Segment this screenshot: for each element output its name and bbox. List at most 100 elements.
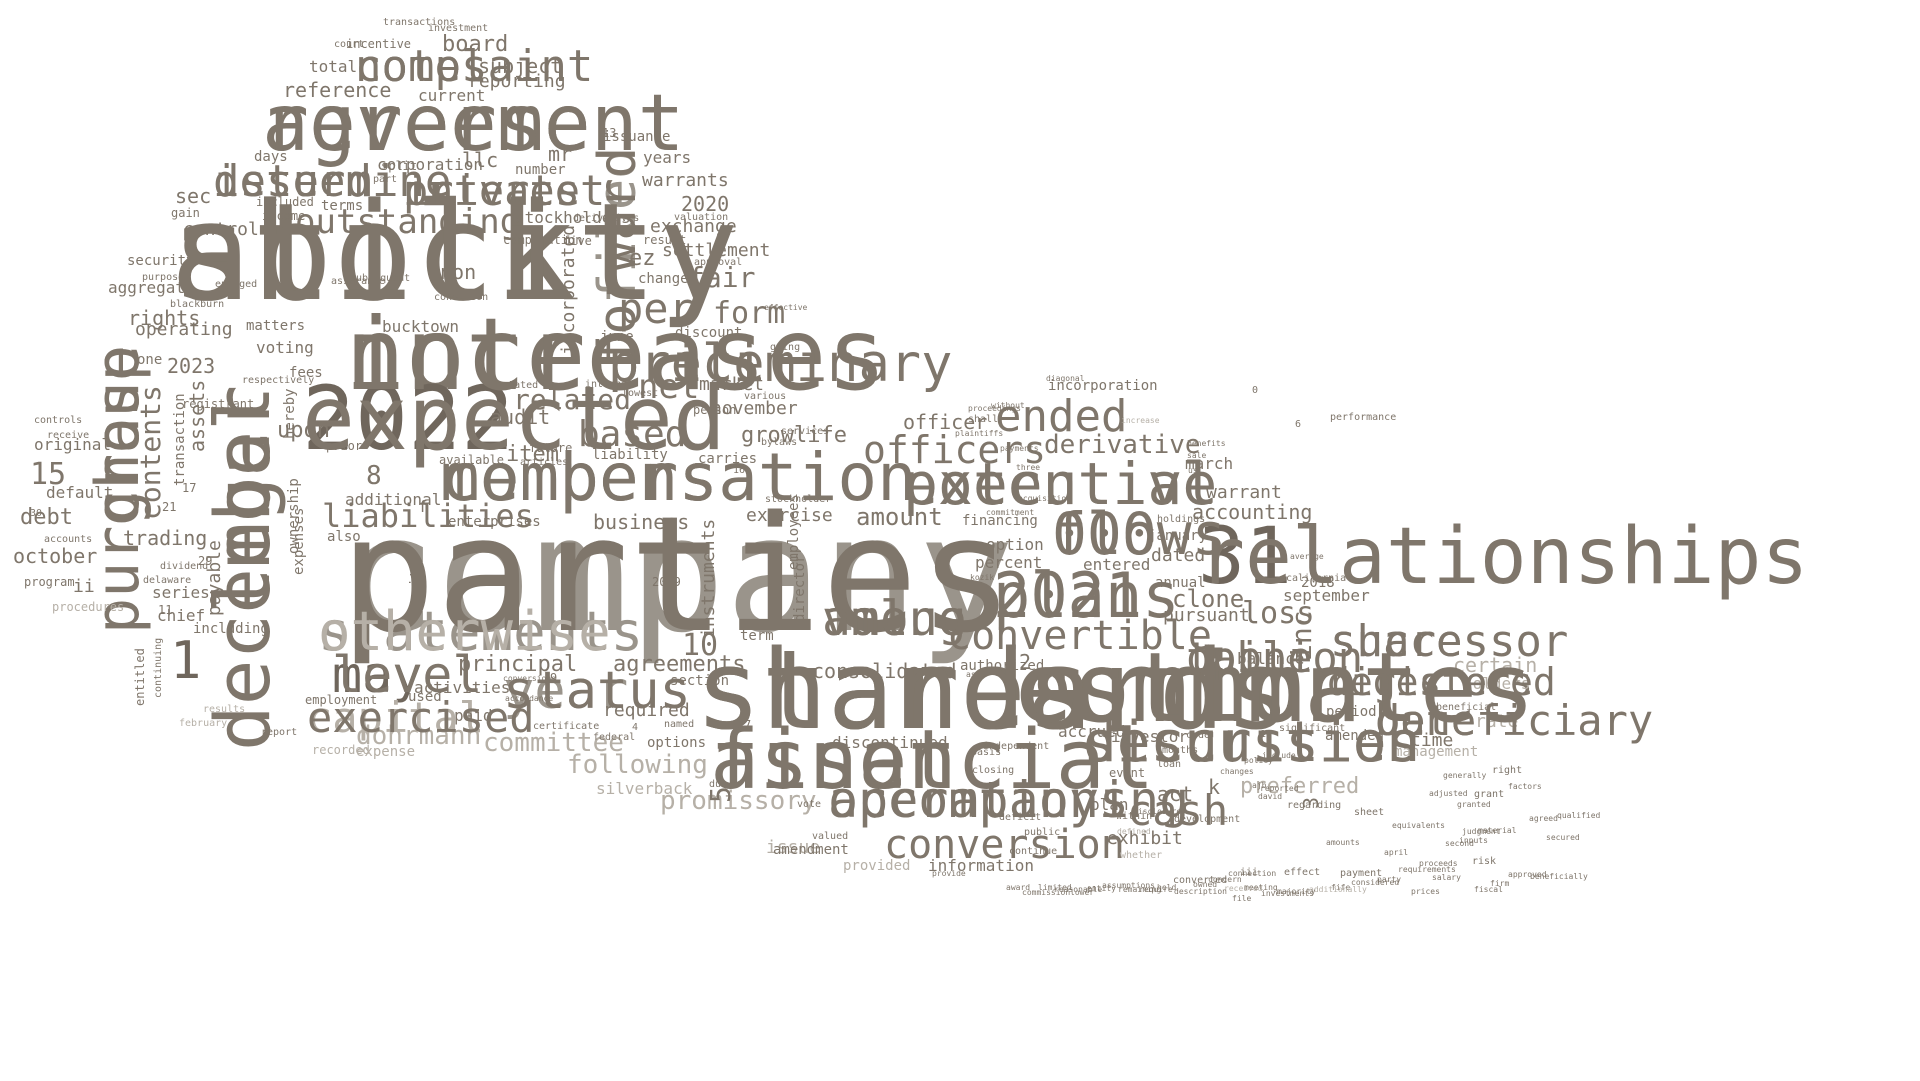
cloud-word: development bbox=[1174, 814, 1241, 825]
cloud-word: including bbox=[193, 621, 269, 637]
cloud-word: us bbox=[1188, 466, 1198, 475]
cloud-word: 15 bbox=[30, 457, 67, 492]
cloud-word: agreements bbox=[613, 652, 746, 677]
cloud-word: conversions bbox=[503, 674, 556, 683]
cloud-word: commission bbox=[1022, 888, 1071, 897]
cloud-word: 30 bbox=[30, 508, 43, 519]
cloud-word: 2022 bbox=[302, 367, 514, 470]
cloud-word: number bbox=[515, 162, 566, 178]
cloud-word: discount bbox=[675, 325, 743, 341]
cloud-word: determine bbox=[213, 156, 452, 207]
cloud-word: clone bbox=[1172, 585, 1245, 613]
cloud-word: status bbox=[503, 661, 691, 721]
cloud-word: ended bbox=[995, 391, 1128, 442]
cloud-word: purposes bbox=[142, 272, 191, 283]
cloud-word: code bbox=[1186, 730, 1211, 741]
cloud-word: warrant bbox=[1206, 482, 1282, 503]
cloud-word: acquisition bbox=[1018, 494, 1071, 503]
cloud-word: condition bbox=[434, 292, 489, 303]
cloud-word: officer bbox=[903, 410, 988, 434]
cloud-word: incorporation bbox=[1048, 378, 1158, 394]
cloud-word: plans bbox=[993, 559, 1180, 632]
cloud-word: rights bbox=[128, 306, 201, 330]
cloud-word: whether bbox=[1120, 850, 1163, 861]
cloud-word: accrued bbox=[1058, 722, 1126, 741]
cloud-word: blackburn bbox=[170, 299, 225, 310]
cloud-word: activities bbox=[414, 678, 511, 697]
cloud-word: loan bbox=[1157, 759, 1182, 770]
cloud-word: remaining bbox=[1118, 885, 1162, 894]
cloud-word: increases bbox=[345, 296, 887, 413]
cloud-word: 4 bbox=[632, 722, 639, 733]
cloud-word: court bbox=[334, 39, 365, 50]
cloud-word: item bbox=[506, 442, 559, 467]
cloud-word: registered bbox=[1327, 660, 1556, 704]
cloud-word: shares bbox=[695, 626, 1093, 754]
cloud-word: compensation bbox=[440, 439, 917, 516]
cloud-word: accounts bbox=[44, 534, 93, 545]
cloud-word: voting bbox=[256, 338, 314, 357]
cloud-word: continue bbox=[1009, 846, 1058, 857]
cloud-word: bucktown bbox=[382, 317, 460, 336]
cloud-word: closing bbox=[972, 765, 1015, 776]
cloud-word: additionally bbox=[1309, 885, 1367, 894]
cloud-word: k bbox=[1208, 775, 1221, 799]
cloud-word: exhibit bbox=[1107, 828, 1183, 849]
cloud-word: convertible bbox=[947, 613, 1212, 659]
cloud-word: event bbox=[1109, 766, 1146, 780]
cloud-word: debt bbox=[20, 505, 73, 530]
cloud-word: person bbox=[693, 403, 737, 417]
cloud-word: successor bbox=[1330, 616, 1569, 667]
cloud-word: results bbox=[203, 704, 246, 715]
cloud-word: fiscal bbox=[1474, 885, 1503, 894]
cloud-word: internal bbox=[585, 379, 634, 390]
cloud-word: warrants bbox=[642, 170, 729, 191]
cloud-word: preferred bbox=[1240, 774, 1360, 799]
cloud-word: board bbox=[442, 32, 509, 57]
cloud-word: lower bbox=[1070, 888, 1095, 897]
cloud-word: months bbox=[1162, 745, 1199, 756]
cloud-word: investment bbox=[428, 23, 489, 34]
cloud-word: result bbox=[643, 233, 687, 247]
cloud-word: operating bbox=[135, 319, 233, 340]
cloud-word: growlife bbox=[741, 423, 847, 448]
cloud-word: loss bbox=[1242, 596, 1315, 631]
cloud-word: issue bbox=[766, 837, 821, 858]
cloud-word: june bbox=[600, 329, 634, 345]
cloud-word: investments bbox=[1261, 889, 1314, 898]
cloud-word: ez bbox=[629, 246, 656, 271]
cloud-word: employment bbox=[305, 693, 378, 707]
cloud-word: securities bbox=[1083, 710, 1421, 775]
cloud-word: 7 bbox=[744, 718, 752, 732]
cloud-word: kozik bbox=[970, 573, 995, 582]
cloud-word: principal bbox=[458, 652, 578, 677]
cloud-word: inputs bbox=[1459, 836, 1488, 845]
cloud-word: control bbox=[183, 219, 259, 240]
cloud-word: required bbox=[603, 700, 690, 721]
cloud-word: original bbox=[34, 435, 112, 454]
cloud-word: adjusted bbox=[1429, 789, 1468, 798]
cloud-word: consolidated bbox=[812, 659, 957, 683]
cloud-word: right bbox=[1492, 765, 1523, 776]
cloud-word: financing bbox=[962, 513, 1038, 529]
cloud-word: net bbox=[638, 367, 700, 407]
cloud-word: series bbox=[152, 583, 210, 602]
cloud-word: sec bbox=[175, 184, 212, 208]
cloud-word: 31 bbox=[1198, 512, 1292, 602]
cloud-word: valuation bbox=[674, 212, 729, 223]
cloud-word: 11 bbox=[158, 603, 173, 617]
cloud-word: articles bbox=[520, 457, 569, 468]
cloud-word: additional bbox=[345, 490, 442, 509]
cloud-word: fair bbox=[688, 261, 756, 294]
cloud-word: bylaws bbox=[761, 437, 798, 448]
cloud-word: qualified bbox=[1557, 811, 1601, 820]
cloud-word: authorized bbox=[960, 658, 1045, 674]
cloud-word: available bbox=[439, 453, 505, 467]
cloud-word: following bbox=[567, 750, 708, 780]
cloud-word: concern bbox=[1208, 875, 1242, 884]
cloud-word: commitment bbox=[986, 508, 1035, 517]
cloud-word: limited bbox=[1038, 883, 1072, 892]
cloud-word: options bbox=[647, 735, 707, 751]
cloud-word: derivatives bbox=[573, 213, 640, 224]
cloud-word: require bbox=[1139, 885, 1173, 894]
